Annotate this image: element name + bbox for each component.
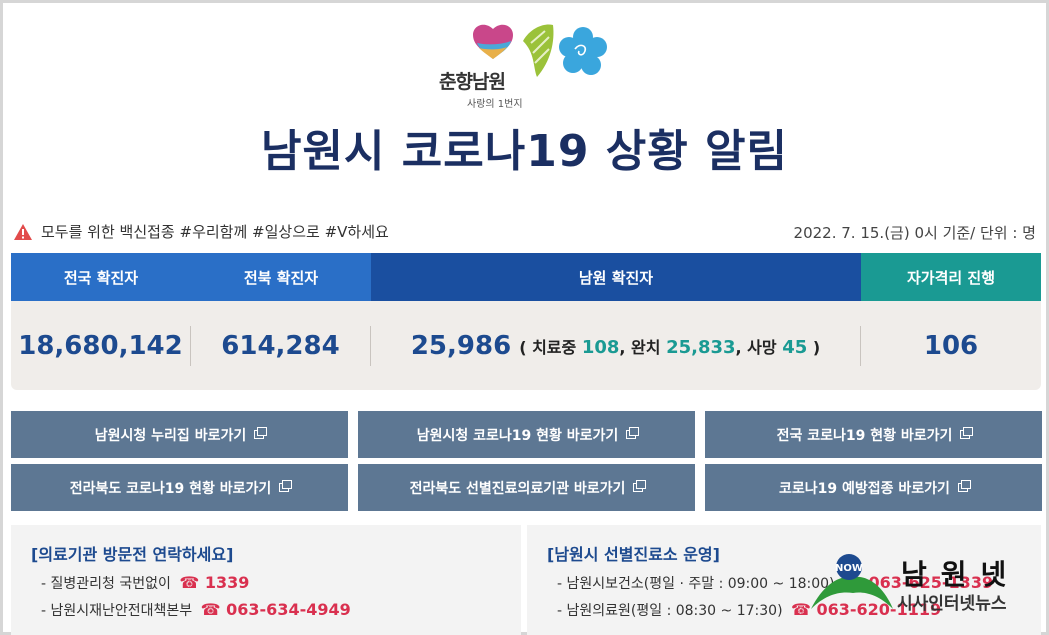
detail-sep-deaths: , 사망 bbox=[735, 337, 783, 357]
stats-panel: 전국 확진자 전북 확진자 남원 확진자 자가격리 진행 18,680,142 … bbox=[11, 253, 1041, 390]
logo-slogan: 춘향남원 bbox=[439, 71, 506, 93]
clinic-line-medical-center: - 남원의료원(평일 : 08:30 ~ 17:30) ☎ 063-620-11… bbox=[557, 600, 941, 620]
detail-open: ( 치료중 bbox=[519, 337, 582, 357]
screening-clinic-title: [남원시 선별진료소 운영] bbox=[547, 545, 720, 564]
link-label: 전라북도 코로나19 현황 바로가기 bbox=[69, 480, 272, 497]
contact-label: - 남원시재난안전대책본부 bbox=[41, 603, 193, 619]
namwon-detail: ( 치료중 108, 완치 25,833, 사망 45 ) bbox=[519, 334, 820, 358]
notice-bar: 모두를 위한 백신접종 #우리함께 #일상으로 #V하세요 bbox=[13, 221, 389, 242]
detail-sep-recovered: , 완치 bbox=[619, 337, 667, 357]
link-label: 전라북도 선별진료의료기관 바로가기 bbox=[409, 480, 626, 497]
header-namwon: 남원 확진자 bbox=[371, 253, 861, 301]
external-link-icon bbox=[633, 480, 647, 492]
namwon-symbol-icon bbox=[473, 24, 607, 77]
link-grid: 남원시청 누리집 바로가기 남원시청 코로나19 현황 바로가기 전국 코로나1… bbox=[11, 411, 1042, 511]
phone-number[interactable]: ☎ 063-620-1119 bbox=[790, 600, 942, 619]
logo-subtitle: 사랑의 1번지 bbox=[467, 99, 523, 110]
link-label: 남원시청 코로나19 현황 바로가기 bbox=[416, 427, 619, 444]
value-deaths: 45 bbox=[782, 336, 808, 358]
notice-text: 모두를 위한 백신접종 #우리함께 #일상으로 #V하세요 bbox=[41, 223, 389, 241]
link-namwon-homepage[interactable]: 남원시청 누리집 바로가기 bbox=[11, 411, 348, 458]
namwonnet-watermark: NOW 남원넷 시사인터넷뉴스 bbox=[809, 551, 1039, 619]
value-national: 18,680,142 bbox=[11, 325, 191, 366]
contact-info-title: [의료기관 방문전 연락하세요] bbox=[31, 545, 234, 564]
contact-line-namwon-hq: - 남원시재난안전대책본부 ☎ 063-634-4949 bbox=[41, 600, 351, 620]
contact-label: - 질병관리청 국번없이 bbox=[41, 576, 171, 592]
header-jeonbuk: 전북 확진자 bbox=[191, 253, 371, 301]
phone-number[interactable]: ☎ 063-625-1339 bbox=[842, 573, 994, 592]
value-jeonbuk: 614,284 bbox=[191, 325, 371, 366]
link-jeonbuk-screening-clinics[interactable]: 전라북도 선별진료의료기관 바로가기 bbox=[358, 464, 695, 511]
watermark-name: 남원넷 bbox=[901, 558, 1021, 591]
value-namwon: 25,986 bbox=[410, 330, 512, 361]
external-link-icon bbox=[960, 427, 974, 439]
watermark-subtitle: 시사인터넷뉴스 bbox=[897, 594, 1007, 614]
link-label: 전국 코로나19 현황 바로가기 bbox=[776, 427, 953, 444]
clinic-label: - 남원시보건소(평일 · 주말 : 09:00 ~ 18:00) bbox=[557, 576, 835, 592]
page-title: 남원시 코로나19 상황 알림 bbox=[261, 126, 788, 177]
link-covid-vaccination[interactable]: 코로나19 예방접종 바로가기 bbox=[705, 464, 1042, 511]
value-self-quarantine: 106 bbox=[923, 330, 979, 361]
link-jeonbuk-covid-status[interactable]: 전라북도 코로나19 현황 바로가기 bbox=[11, 464, 348, 511]
detail-close: ) bbox=[807, 337, 821, 357]
as-of-date: 2022. 7. 15.(금) 0시 기준/ 단위 : 명 bbox=[793, 224, 1036, 242]
link-national-covid-status[interactable]: 전국 코로나19 현황 바로가기 bbox=[705, 411, 1042, 458]
phone-number[interactable]: ☎ 1339 bbox=[179, 573, 250, 592]
contact-info-box: [의료기관 방문전 연락하세요] - 질병관리청 국번없이 ☎ 1339 - 남… bbox=[11, 525, 521, 635]
value-treating: 108 bbox=[581, 336, 620, 358]
phone-number[interactable]: ☎ 063-634-4949 bbox=[200, 600, 351, 619]
namwon-logo: 춘향남원 사랑의 1번지 bbox=[439, 21, 619, 113]
screening-clinic-box: [남원시 선별진료소 운영] - 남원시보건소(평일 · 주말 : 09:00 … bbox=[527, 525, 1041, 635]
value-namwon-cell: 25,986 ( 치료중 108, 완치 25,833, 사망 45 ) bbox=[371, 325, 861, 366]
contact-line-kdca: - 질병관리청 국번없이 ☎ 1339 bbox=[41, 573, 249, 593]
clinic-label: - 남원의료원(평일 : 08:30 ~ 17:30) bbox=[557, 603, 783, 619]
link-label: 코로나19 예방접종 바로가기 bbox=[779, 480, 950, 497]
namwonnet-logo-icon: NOW bbox=[811, 554, 893, 609]
external-link-icon bbox=[254, 427, 268, 439]
warning-icon bbox=[14, 223, 32, 240]
header-self-quarantine: 자가격리 진행 bbox=[861, 253, 1041, 301]
external-link-icon bbox=[626, 427, 640, 439]
watermark-badge: NOW bbox=[835, 563, 863, 574]
external-link-icon bbox=[957, 480, 971, 492]
external-link-icon bbox=[279, 480, 293, 492]
header-national: 전국 확진자 bbox=[11, 253, 191, 301]
value-recovered: 25,833 bbox=[666, 336, 736, 358]
clinic-line-health-center: - 남원시보건소(평일 · 주말 : 09:00 ~ 18:00) ☎ 063-… bbox=[557, 573, 993, 593]
link-namwon-covid-status[interactable]: 남원시청 코로나19 현황 바로가기 bbox=[358, 411, 695, 458]
link-label: 남원시청 누리집 바로가기 bbox=[94, 427, 247, 444]
